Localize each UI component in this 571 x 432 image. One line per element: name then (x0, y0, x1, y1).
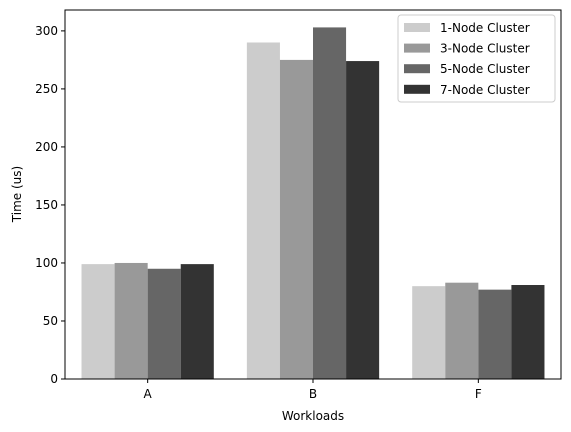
legend-label: 5-Node Cluster (440, 62, 530, 76)
legend-swatch (404, 23, 430, 32)
bar-b-series-1 (246, 42, 280, 380)
y-tick-label: 250 (35, 82, 58, 96)
y-tick-label: 50 (43, 314, 58, 328)
bar-a-series-1 (81, 264, 115, 379)
bar-f-series-4 (511, 285, 545, 379)
bar-a-series-3 (147, 268, 181, 379)
y-tick-label: 150 (35, 198, 58, 212)
plot-frame (64, 9, 562, 380)
y-tick-label: 0 (50, 372, 58, 386)
legend-label: 3-Node Cluster (440, 42, 530, 56)
legend-label: 7-Node Cluster (440, 83, 530, 97)
x-tick-label: A (144, 387, 153, 401)
bar-a-series-4 (180, 264, 214, 379)
bar-f-series-1 (412, 286, 446, 379)
bar-b-series-3 (313, 27, 347, 379)
y-tick-label: 200 (35, 140, 58, 154)
y-tick-label: 300 (35, 24, 58, 38)
x-axis-label: Workloads (282, 409, 344, 423)
bar-f-series-3 (478, 289, 512, 379)
bar-f-series-2 (445, 282, 479, 379)
y-tick-label: 100 (35, 256, 58, 270)
legend: 1-Node Cluster 3-Node Cluster 5-Node Clust… (397, 14, 556, 103)
legend-swatch (404, 64, 430, 74)
legend-swatch (404, 84, 430, 94)
bars-group (81, 27, 545, 380)
x-tick-label: B (309, 387, 317, 401)
x-tick-label: F (475, 387, 482, 401)
legend-swatch (404, 43, 430, 53)
bar-a-series-2 (114, 262, 148, 379)
y-axis-ticks: 0 50 100 150 200 250 300 (35, 24, 65, 386)
y-axis-label: Time (us) (10, 166, 24, 223)
bar-b-series-4 (346, 61, 380, 380)
bar-b-series-2 (279, 59, 313, 380)
legend-label: 1-Node Cluster (440, 21, 530, 35)
legend-box (397, 14, 556, 103)
